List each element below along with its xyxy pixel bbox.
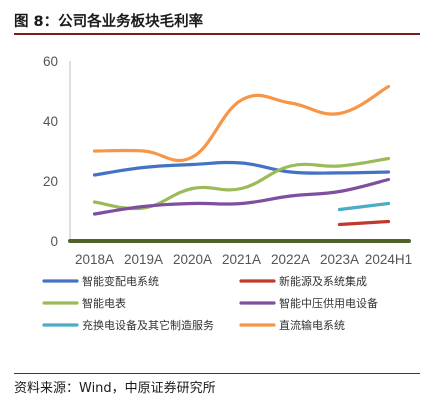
legend-label: 智能电表: [82, 296, 126, 310]
y-tick-label: 20: [43, 174, 58, 189]
series-line: [92, 156, 391, 211]
legend-label: 智能变配电系统: [82, 274, 159, 288]
legend-label: 新能源及系统集成: [279, 274, 367, 288]
x-tick-label: 2023A: [320, 252, 359, 267]
title-divider: [14, 33, 420, 35]
series-line: [92, 84, 391, 163]
series-line: [92, 177, 391, 216]
x-tick-label: 2019A: [124, 252, 163, 267]
y-tick-label: 0: [50, 234, 58, 249]
x-tick-label: 2021A: [222, 252, 261, 267]
series-line: [337, 219, 391, 227]
source-divider: [14, 373, 420, 374]
legend-label: 充换电设备及其它制造服务: [82, 318, 214, 332]
y-tick-label: 60: [43, 54, 58, 69]
legend-label: 智能中压供用电设备: [279, 296, 378, 310]
source-note: 资料来源：Wind，中原证券研究所: [14, 381, 216, 396]
y-tick-label: 40: [43, 114, 58, 129]
series-line: [337, 201, 391, 212]
x-tick-label: 2022A: [271, 252, 310, 267]
x-tick-label: 2024H1: [365, 252, 412, 267]
chart-axes: 0 20 40 60 2018A 2019A 2020A 2021A 2022A 2023A 202…: [43, 54, 412, 267]
x-tick-label: 2020A: [173, 252, 212, 267]
chart-series: [68, 84, 411, 243]
legend-label: 直流输电系统: [279, 318, 345, 332]
line-chart: 0 20 40 60 2018A 2019A 2020A 2021A 2022A 2023A 202…: [42, 54, 412, 332]
x-tick-label: 2018A: [75, 252, 114, 267]
series-line: [92, 160, 391, 177]
figure-title: 图 8：公司各业务板块毛利率: [14, 14, 204, 30]
